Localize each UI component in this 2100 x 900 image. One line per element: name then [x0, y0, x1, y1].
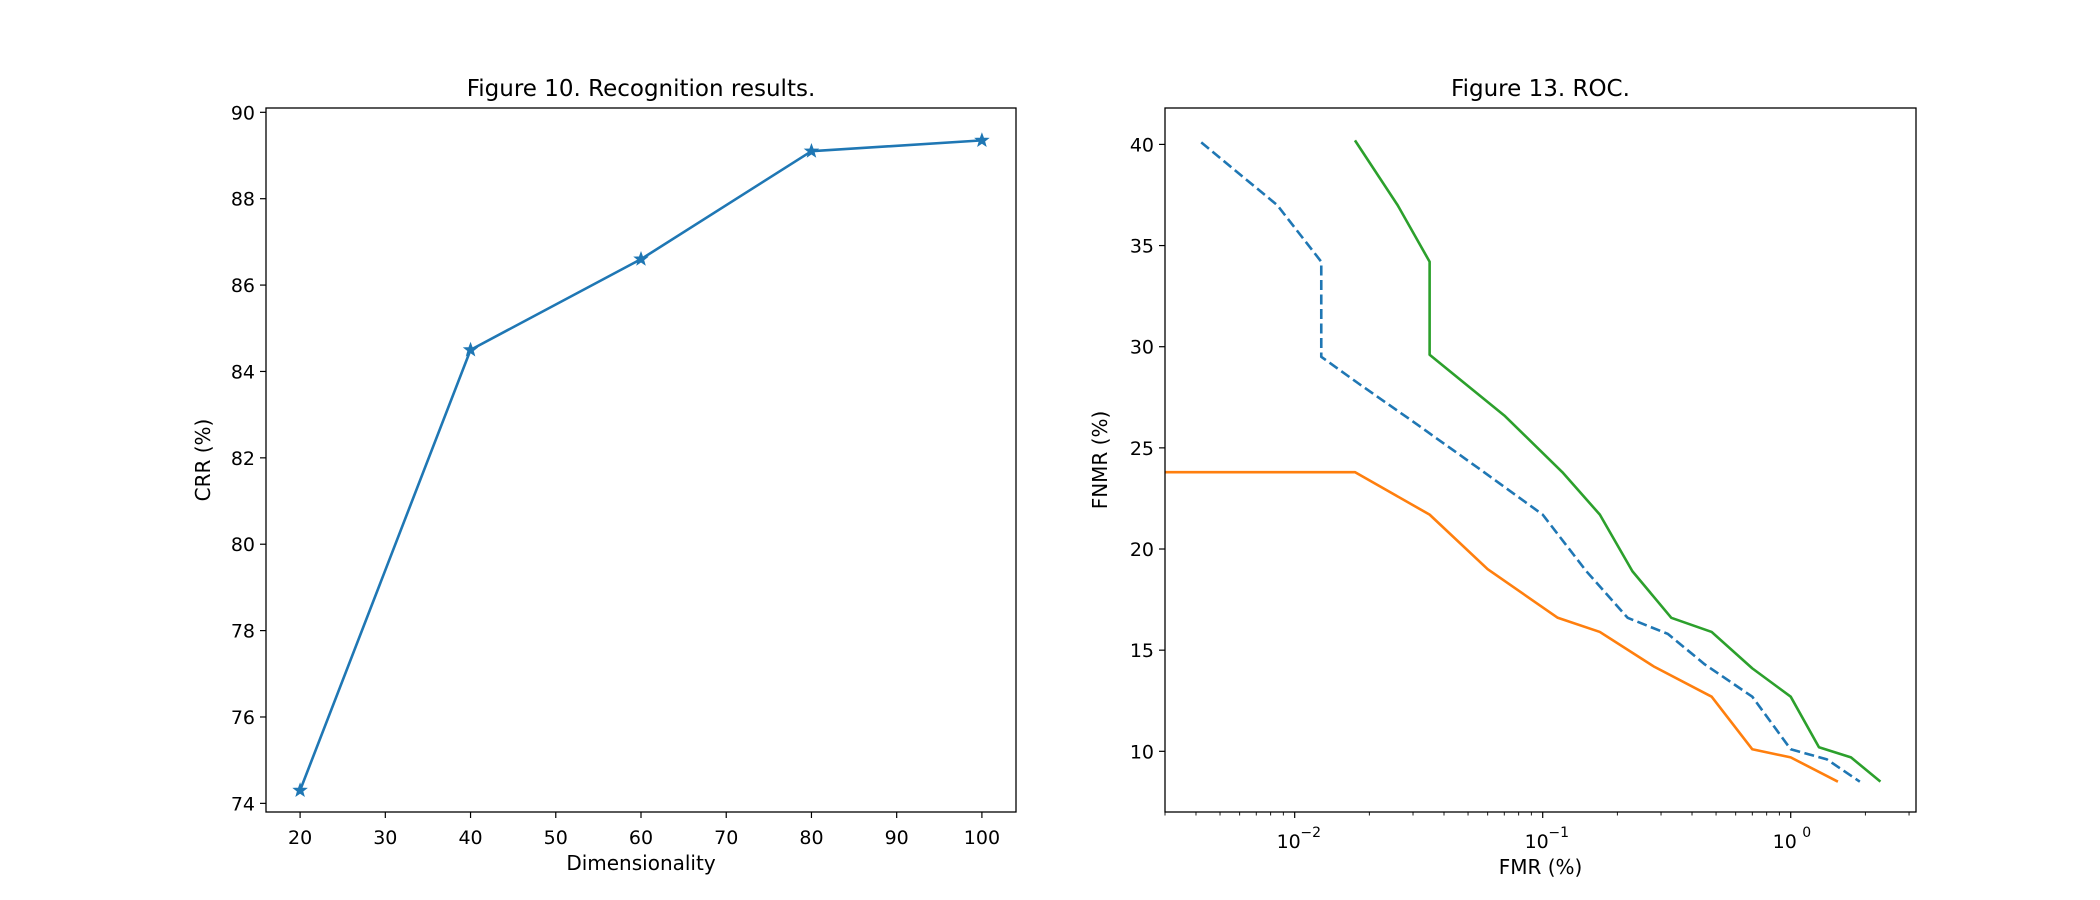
- y-tick-label: 86: [231, 275, 255, 297]
- y-tick-label: 10: [1130, 741, 1154, 763]
- chart-title: Figure 10. Recognition results.: [467, 76, 816, 102]
- plot-frame: [1164, 107, 1917, 813]
- x-tick-exponent: −1: [1548, 825, 1569, 841]
- x-tick-label: 40: [458, 827, 482, 849]
- x-tick-label: 60: [629, 827, 653, 849]
- chart-title: Figure 13. ROC.: [1451, 76, 1630, 102]
- y-tick-label: 84: [231, 361, 255, 383]
- y-tick-label: 82: [231, 448, 255, 470]
- data-point: [974, 132, 990, 148]
- series-line-2: [1165, 470, 1839, 783]
- x-tick-label: 70: [714, 827, 738, 849]
- data-point: [633, 251, 649, 266]
- y-axis-label: FNMR (%): [1088, 411, 1112, 510]
- series-group: [1165, 139, 1882, 783]
- y-tick-label: 74: [231, 793, 255, 815]
- y-tick-label: 90: [231, 102, 255, 124]
- x-tick-exponent: −2: [1300, 825, 1321, 841]
- data-point: [292, 782, 308, 798]
- x-axis-label: FMR (%): [1499, 855, 1583, 879]
- y-tick-label: 88: [231, 189, 255, 211]
- x-tick-label: 10: [1277, 831, 1301, 853]
- x-tick-label: 30: [373, 827, 397, 849]
- x-tick-label: 80: [799, 827, 823, 849]
- y-tick-label: 15: [1130, 640, 1154, 662]
- y-tick-label: 25: [1130, 438, 1154, 460]
- y-tick-label: 30: [1130, 337, 1154, 359]
- y-tick-label: 76: [231, 707, 255, 729]
- x-tick-exponent: 0: [1802, 825, 1811, 841]
- y-tick-label: 40: [1130, 134, 1154, 156]
- y-tick-label: 78: [231, 621, 255, 643]
- x-tick-label: 20: [288, 827, 312, 849]
- x-tick-label: 90: [885, 827, 909, 849]
- series-group: [292, 132, 990, 798]
- y-tick-label: 20: [1130, 539, 1154, 561]
- x-tick-label: 100: [964, 827, 1000, 849]
- series-line-3: [1353, 139, 1882, 783]
- y-axis-label: CRR (%): [191, 419, 215, 502]
- x-tick-label: 10: [1525, 831, 1549, 853]
- y-tick-label: 80: [231, 534, 255, 556]
- recognition-results-chart: 20 30 40 50 60 70 80 90 100 74 76 78 80 82 84 86 88 90 Fig…: [191, 76, 1017, 875]
- x-tick-label: 50: [544, 827, 568, 849]
- series-line-1: [1200, 141, 1861, 783]
- y-tick-label: 35: [1130, 236, 1154, 258]
- data-point: [462, 341, 479, 357]
- x-tick-label: 10: [1773, 831, 1797, 853]
- x-axis-label: Dimensionality: [566, 851, 716, 875]
- data-point: [803, 143, 820, 158]
